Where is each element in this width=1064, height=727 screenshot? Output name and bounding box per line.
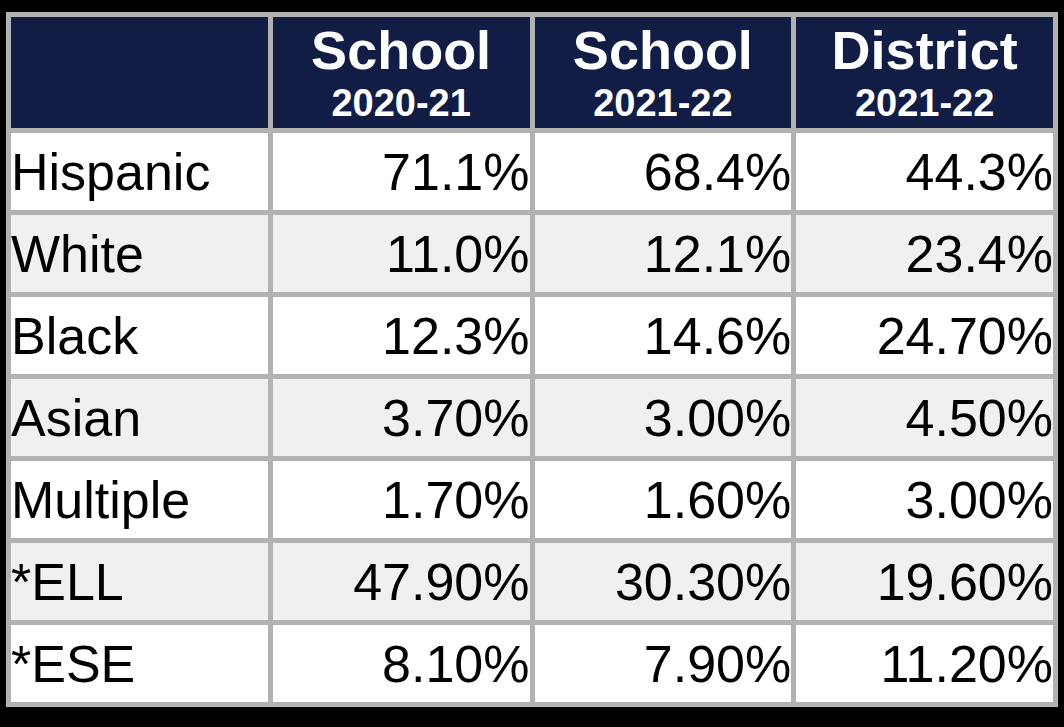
table-row-white: White 11.0% 12.1% 23.4% [9,213,1056,295]
cell-value: 1.60% [532,459,794,541]
demographics-table-frame: School 2020-21 School 2021-22 District 2… [6,12,1058,707]
cell-value: 30.30% [532,541,794,623]
table-row-ell: *ELL 47.90% 30.30% 19.60% [9,541,1056,623]
header-title: School [273,20,530,80]
cell-value: 3.70% [270,377,532,459]
header-year: 2021-22 [535,80,792,126]
cell-value: 14.6% [532,295,794,377]
cell-value: 71.1% [270,131,532,213]
cell-value: 24.70% [794,295,1056,377]
header-district-2021-22: District 2021-22 [794,15,1056,131]
cell-value: 68.4% [532,131,794,213]
cell-value: 11.0% [270,213,532,295]
cell-value: 3.00% [794,459,1056,541]
header-title: School [535,20,792,80]
row-label: Asian [9,377,271,459]
header-row: School 2020-21 School 2021-22 District 2… [9,15,1056,131]
header-year: 2021-22 [796,80,1053,126]
demographics-table: School 2020-21 School 2021-22 District 2… [6,12,1058,707]
row-label: Hispanic [9,131,271,213]
cell-value: 12.3% [270,295,532,377]
cell-value: 7.90% [532,623,794,705]
cell-value: 23.4% [794,213,1056,295]
page: { "colors": { "header_bg": "#111d45", "h… [0,0,1064,727]
table-row-multiple: Multiple 1.70% 1.60% 3.00% [9,459,1056,541]
header-year: 2020-21 [273,80,530,126]
table-row-ese: *ESE 8.10% 7.90% 11.20% [9,623,1056,705]
table-row-black: Black 12.3% 14.6% 24.70% [9,295,1056,377]
cell-value: 19.60% [794,541,1056,623]
header-title: District [796,20,1053,80]
header-school-2021-22: School 2021-22 [532,15,794,131]
cell-value: 3.00% [532,377,794,459]
header-school-2020-21: School 2020-21 [270,15,532,131]
cell-value: 1.70% [270,459,532,541]
row-label: Multiple [9,459,271,541]
row-label: *ESE [9,623,271,705]
table-body: Hispanic 71.1% 68.4% 44.3% White 11.0% 1… [9,131,1056,705]
row-label: White [9,213,271,295]
row-label: Black [9,295,271,377]
cell-value: 8.10% [270,623,532,705]
header-empty-cell [9,15,271,131]
table-row-hispanic: Hispanic 71.1% 68.4% 44.3% [9,131,1056,213]
row-label: *ELL [9,541,271,623]
table-row-asian: Asian 3.70% 3.00% 4.50% [9,377,1056,459]
cell-value: 44.3% [794,131,1056,213]
cell-value: 47.90% [270,541,532,623]
cell-value: 4.50% [794,377,1056,459]
table-header: School 2020-21 School 2021-22 District 2… [9,15,1056,131]
cell-value: 11.20% [794,623,1056,705]
cell-value: 12.1% [532,213,794,295]
